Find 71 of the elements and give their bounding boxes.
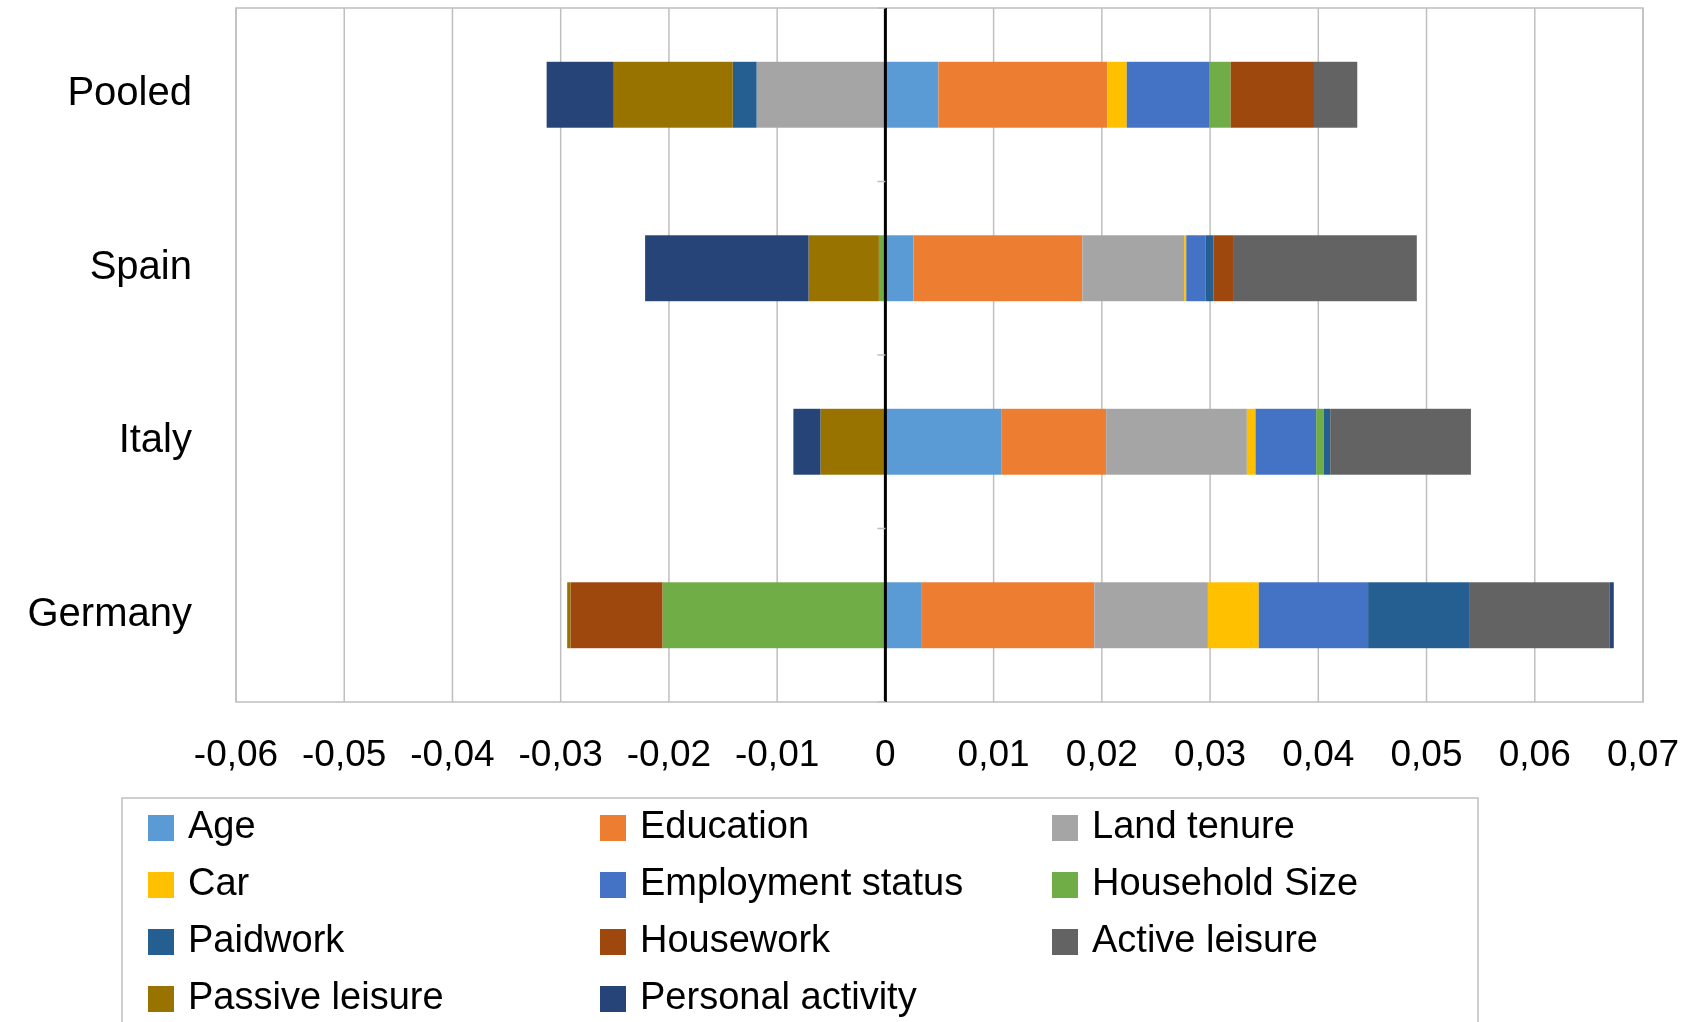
bar	[808, 235, 879, 302]
y-tick-label: Pooled	[67, 69, 192, 114]
bar	[820, 408, 886, 475]
bar	[732, 61, 757, 128]
legend-label: Education	[640, 804, 810, 847]
x-tick-label: -0,06	[193, 733, 279, 774]
bar	[913, 235, 1083, 302]
x-tick-label: 0	[875, 733, 896, 774]
x-tick-label: -0,05	[302, 733, 387, 774]
x-tick-label: -0,02	[626, 733, 712, 774]
bar	[921, 582, 1095, 649]
bar	[1094, 582, 1208, 649]
bar	[938, 61, 1108, 128]
bar	[570, 582, 663, 649]
x-tick-label: 0,05	[1390, 733, 1463, 774]
x-tick-label: 0,03	[1174, 733, 1247, 774]
x-tick-label: -0,01	[734, 733, 820, 774]
bar	[1368, 582, 1470, 649]
bar	[1001, 408, 1107, 475]
bar	[1186, 235, 1206, 302]
bar	[1082, 235, 1185, 302]
legend-label: Car	[188, 861, 250, 904]
bar	[1106, 408, 1247, 475]
bar	[645, 235, 809, 302]
bar	[885, 408, 1002, 475]
bar	[1313, 61, 1358, 128]
x-tick-label: -0,03	[518, 733, 603, 774]
x-tick-label: 0,06	[1498, 733, 1571, 774]
bar	[1609, 582, 1614, 649]
x-tick-label: 0,02	[1065, 733, 1138, 774]
bar	[1255, 408, 1317, 475]
bar	[1184, 235, 1187, 302]
bar	[1126, 61, 1209, 128]
bar	[662, 582, 886, 649]
y-tick-label: Germany	[27, 589, 192, 634]
bar	[885, 61, 939, 128]
bar	[567, 582, 571, 649]
legend-label: Personal activity	[640, 975, 917, 1018]
legend-label: Age	[188, 804, 256, 847]
x-tick-label: 0,01	[957, 733, 1030, 774]
bar	[793, 408, 821, 475]
legend-label: Household Size	[1092, 861, 1359, 904]
bar	[1230, 61, 1314, 128]
legend-label: Passive leisure	[188, 975, 444, 1018]
bar	[756, 61, 886, 128]
y-tick-label: Italy	[118, 416, 192, 461]
bar	[885, 235, 914, 302]
legend-label: Active leisure	[1092, 918, 1318, 961]
bar	[1207, 582, 1259, 649]
legend-label: Paidwork	[188, 918, 346, 961]
bar	[1323, 408, 1331, 475]
x-tick-label: 0,04	[1282, 733, 1355, 774]
x-tick-label: -0,04	[410, 733, 495, 774]
y-tick-label: Spain	[89, 242, 192, 287]
legend-label: Housework	[640, 918, 832, 961]
bar	[1258, 582, 1369, 649]
bar	[1205, 235, 1214, 302]
x-tick-label: 0,07	[1606, 733, 1680, 774]
bar	[1213, 235, 1234, 302]
bar	[885, 582, 922, 649]
bar	[1107, 61, 1127, 128]
legend-label: Land tenure	[1092, 804, 1295, 847]
legend-label: Employment status	[640, 861, 964, 904]
bar	[613, 61, 733, 128]
bar	[1233, 235, 1417, 302]
bar	[1246, 408, 1256, 475]
bar	[1330, 408, 1471, 475]
bar	[1469, 582, 1610, 649]
bar	[1316, 408, 1324, 475]
bar	[1208, 61, 1231, 128]
bar	[546, 61, 614, 128]
